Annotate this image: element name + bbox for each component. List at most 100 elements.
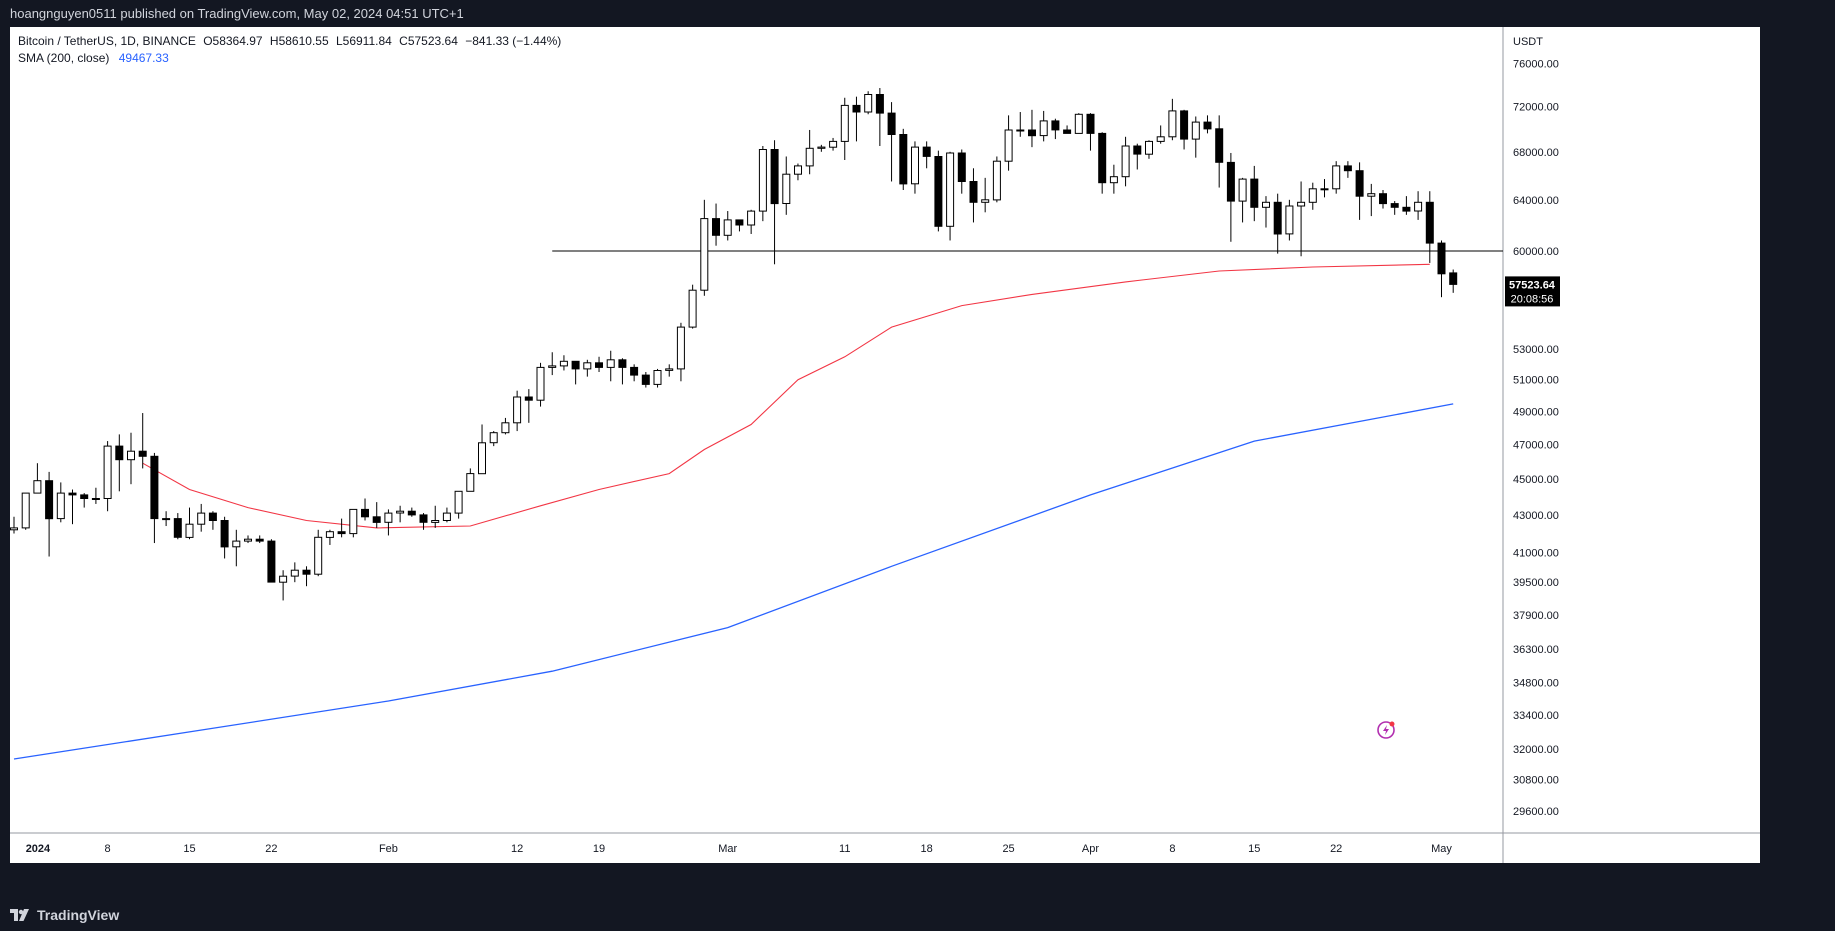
candle-down xyxy=(1343,165,1352,172)
tradingview-logo[interactable]: TradingView xyxy=(10,907,119,923)
sma-indicator-label[interactable]: SMA (200, close) xyxy=(18,51,110,65)
chart-plot-area[interactable]: 76000.00 72000.00 68000.00 64000.00 60000.00… xyxy=(10,27,1760,863)
candle-up xyxy=(559,360,568,367)
candle-up xyxy=(758,149,767,212)
candle-up xyxy=(290,569,299,577)
lightning-icon[interactable] xyxy=(1377,721,1395,739)
candle-up xyxy=(478,442,486,475)
candle-down xyxy=(957,152,966,182)
price-tick-label: 45000.00 xyxy=(1513,474,1559,486)
price-tick-label: 72000.00 xyxy=(1513,102,1559,114)
time-tick-label: 18 xyxy=(921,843,933,855)
candle-up xyxy=(688,289,697,328)
candle-up xyxy=(1262,201,1270,208)
candle-up xyxy=(10,527,18,531)
candle-up xyxy=(279,575,288,583)
candle-down xyxy=(220,520,229,548)
candle-up xyxy=(1191,121,1200,140)
chart-svg[interactable]: 76000.00 72000.00 68000.00 64000.00 60000.00… xyxy=(10,27,1760,863)
candle-up xyxy=(992,160,1001,201)
candle-up xyxy=(325,531,334,538)
candle-down xyxy=(1133,145,1142,155)
time-tick-label: 12 xyxy=(511,843,523,855)
candle-up xyxy=(536,366,545,401)
candle-down xyxy=(735,219,744,226)
candle-down xyxy=(934,156,943,227)
price-tick-label: 51000.00 xyxy=(1513,375,1559,387)
candle-down xyxy=(255,538,264,542)
price-tick-label: 33400.00 xyxy=(1513,710,1559,722)
candle-up xyxy=(700,218,709,291)
candle-down xyxy=(208,512,217,522)
candle-up xyxy=(232,540,241,548)
price-badge: 57523.64 20:08:56 xyxy=(1505,276,1560,307)
chart-background xyxy=(10,27,1760,863)
ohlc-low: L56911.84 xyxy=(335,34,392,48)
bar-countdown-label: 20:08:56 xyxy=(1511,293,1554,305)
candle-up xyxy=(33,480,42,494)
candle-up xyxy=(1308,188,1317,203)
candle-down xyxy=(1437,242,1446,275)
candle-down xyxy=(68,492,77,496)
candle-down xyxy=(641,374,650,385)
candle-up xyxy=(653,370,662,385)
ohlc-change: −841.33 (−1.44%) xyxy=(465,34,562,48)
ohlc-close: C57523.64 xyxy=(399,34,458,48)
candle-down xyxy=(1180,110,1189,140)
time-tick-label: 22 xyxy=(1330,843,1342,855)
time-tick-label: Apr xyxy=(1082,843,1099,855)
candle-up xyxy=(1168,110,1177,138)
candle-down xyxy=(1273,201,1282,235)
price-tick-label: 49000.00 xyxy=(1513,406,1559,418)
candle-up xyxy=(1004,129,1013,162)
price-tick-label: 53000.00 xyxy=(1513,344,1559,356)
candle-up xyxy=(185,523,194,538)
time-tick-label: 15 xyxy=(1248,843,1260,855)
candle-down xyxy=(302,569,311,575)
chart-legend: Bitcoin / TetherUS, 1D, BINANCE O58364.9… xyxy=(18,33,561,67)
time-axis[interactable]: 2024 8 15 22 Feb 12 19 Mar 11 18 25 Apr 8 15 22 May xyxy=(26,843,1453,855)
candle-up xyxy=(127,450,135,461)
candle-up xyxy=(1109,176,1118,184)
candle-down xyxy=(45,480,54,520)
candle-down xyxy=(361,508,369,518)
price-tick-label: 76000.00 xyxy=(1513,59,1559,71)
candle-down xyxy=(1086,113,1095,134)
time-tick-label: 8 xyxy=(105,843,111,855)
time-tick-label: May xyxy=(1431,843,1452,855)
price-tick-label: 36300.00 xyxy=(1513,644,1559,656)
currency-label[interactable]: USDT xyxy=(1513,36,1543,48)
candle-up xyxy=(1320,188,1329,191)
bottom-bar: TradingView xyxy=(0,899,1835,931)
price-tick-label: 60000.00 xyxy=(1513,246,1559,258)
candle-up xyxy=(676,326,685,370)
candle-up xyxy=(431,520,440,523)
candle-up xyxy=(513,396,522,424)
publish-info: hoangnguyen0511 published on TradingView… xyxy=(10,6,464,21)
candle-up xyxy=(805,147,814,167)
price-axis[interactable]: 76000.00 72000.00 68000.00 64000.00 60000.00… xyxy=(1513,59,1559,818)
candle-up xyxy=(244,538,252,542)
candle-down xyxy=(419,514,428,523)
candle-up xyxy=(384,512,393,523)
price-tick-label: 41000.00 xyxy=(1513,548,1559,560)
time-tick-label: 8 xyxy=(1169,843,1175,855)
candle-down xyxy=(337,531,346,535)
candle-up xyxy=(946,152,955,227)
last-price-label: 57523.64 xyxy=(1509,279,1556,291)
candle-down xyxy=(899,134,908,185)
symbol-title[interactable]: Bitcoin / TetherUS, 1D, BINANCE xyxy=(18,34,196,48)
candle-down xyxy=(618,359,627,368)
candle-up xyxy=(794,165,802,175)
candle-up xyxy=(1238,178,1247,202)
candle-up xyxy=(1367,193,1376,197)
price-badge-background xyxy=(1505,276,1560,307)
candles xyxy=(10,88,1458,601)
ohlc-open: O58364.97 xyxy=(203,34,263,48)
price-tick-label: 43000.00 xyxy=(1513,510,1559,522)
candle-up xyxy=(829,140,838,148)
candle-down xyxy=(712,218,720,236)
candle-down xyxy=(407,510,416,516)
candle-up xyxy=(782,173,791,204)
